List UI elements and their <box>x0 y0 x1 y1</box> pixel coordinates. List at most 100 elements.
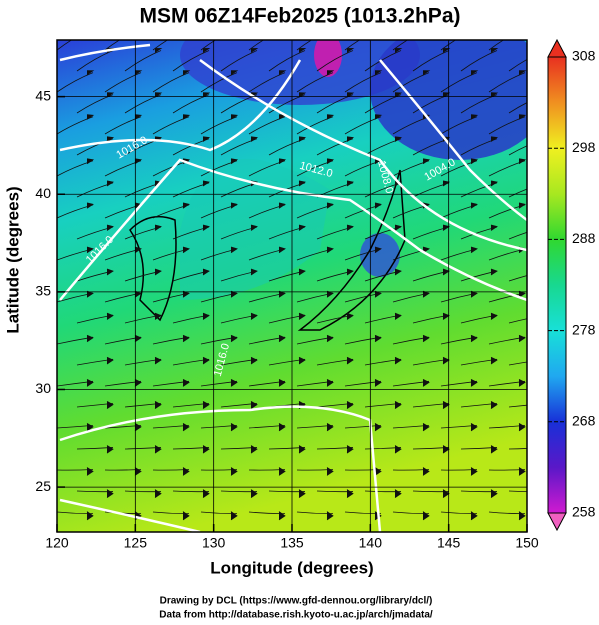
streamline <box>248 40 265 51</box>
streamline <box>440 40 457 51</box>
streamline-arrow <box>182 70 191 76</box>
streamline-arrow <box>298 312 306 320</box>
streamline-arrow <box>326 114 335 120</box>
streamline-arrow <box>250 136 259 142</box>
colorbar <box>547 56 567 514</box>
streamline-arrow <box>107 534 113 543</box>
streamline-arrow <box>539 401 545 408</box>
streamline-arrow <box>202 268 210 276</box>
colorbar-bottom <box>547 512 567 532</box>
streamline-arrow <box>346 48 355 53</box>
streamline-arrow <box>230 467 238 476</box>
y-tick-label: 30 <box>35 380 51 396</box>
streamline <box>200 40 217 51</box>
streamline-arrow <box>182 246 190 254</box>
streamline-arrow <box>326 423 334 432</box>
streamline <box>296 116 334 135</box>
streamline-arrow <box>490 400 498 409</box>
streamline-arrow <box>154 312 162 320</box>
streamline-arrow <box>154 356 162 365</box>
streamline-arrow <box>346 224 354 231</box>
streamline-arrow <box>519 26 525 30</box>
streamline-arrow <box>182 467 190 476</box>
streamline-arrow <box>422 423 430 432</box>
streamline-arrow <box>134 378 142 387</box>
streamline <box>508 231 527 240</box>
streamline <box>412 50 450 72</box>
streamline-arrow <box>470 378 478 387</box>
streamline-arrow <box>134 334 142 343</box>
streamline-arrow <box>86 378 94 387</box>
streamline-arrow <box>278 202 286 209</box>
streamline-arrow <box>134 70 143 76</box>
streamline-arrow <box>539 313 545 319</box>
streamline <box>460 50 498 72</box>
streamline-arrow <box>134 423 142 432</box>
streamline <box>508 361 527 366</box>
field <box>57 26 545 543</box>
streamline <box>57 72 94 93</box>
streamline-arrow <box>539 534 545 543</box>
streamline-arrow <box>470 202 478 209</box>
streamline-arrow <box>134 114 143 120</box>
streamline <box>508 318 527 324</box>
streamline-arrow <box>539 48 545 52</box>
streamline-arrow <box>347 534 353 543</box>
x-tick-label: 145 <box>437 535 461 551</box>
streamline-arrow <box>394 136 403 142</box>
streamline-arrow <box>250 48 259 53</box>
y-tick-label: 40 <box>35 185 51 201</box>
streamline-arrow <box>394 356 402 365</box>
streamline <box>104 116 142 135</box>
streamline <box>248 116 286 135</box>
streamline <box>508 404 527 408</box>
x-tick-label: 125 <box>124 535 148 551</box>
streamline-arrow <box>326 202 334 209</box>
streamline-arrow <box>86 511 94 521</box>
streamline <box>268 50 306 72</box>
streamline-arrow <box>251 534 257 543</box>
streamline-arrow <box>154 92 163 98</box>
coast <box>297 169 406 331</box>
streamline-arrow <box>86 158 95 165</box>
streamline-arrow <box>278 246 286 254</box>
streamline-arrow <box>298 136 307 142</box>
streamline-arrow <box>471 26 477 30</box>
streamline-arrow <box>518 423 526 432</box>
streamline-arrow <box>106 268 114 276</box>
streamline-arrow <box>298 224 306 231</box>
streamline-arrow <box>202 180 211 187</box>
streamline-arrow <box>202 400 210 409</box>
streamline-arrow <box>106 356 114 365</box>
streamline-arrow <box>154 489 162 498</box>
streamline <box>200 116 238 135</box>
streamline-arrow <box>394 92 403 98</box>
streamline-arrow <box>278 70 287 76</box>
streamline-arrow <box>278 378 286 387</box>
streamline-arrow <box>134 246 142 254</box>
streamline-arrow <box>490 268 498 276</box>
streamline <box>104 40 121 51</box>
streamline <box>364 94 402 114</box>
colorbar-tick-label: 308 <box>572 48 596 64</box>
streamline-arrow <box>326 511 334 521</box>
streamline-arrow <box>490 136 499 142</box>
streamline <box>344 40 361 51</box>
streamline <box>172 94 210 114</box>
streamline-arrow <box>202 48 211 53</box>
streamline <box>124 94 162 114</box>
streamline-arrow <box>539 490 545 498</box>
x-tick-label: 140 <box>359 535 383 551</box>
streamline-arrow <box>346 92 355 98</box>
colorbar-tick-label: 268 <box>572 413 596 429</box>
streamline <box>508 145 527 156</box>
streamline-arrow <box>539 137 545 142</box>
streamline-arrow <box>422 511 430 521</box>
streamline-arrow <box>518 378 526 387</box>
streamline-arrow <box>518 70 527 76</box>
streamline-arrow <box>230 378 238 387</box>
streamline <box>316 50 354 72</box>
streamline-arrow <box>250 489 258 498</box>
coast <box>129 215 177 322</box>
streamline-arrow <box>491 534 497 543</box>
